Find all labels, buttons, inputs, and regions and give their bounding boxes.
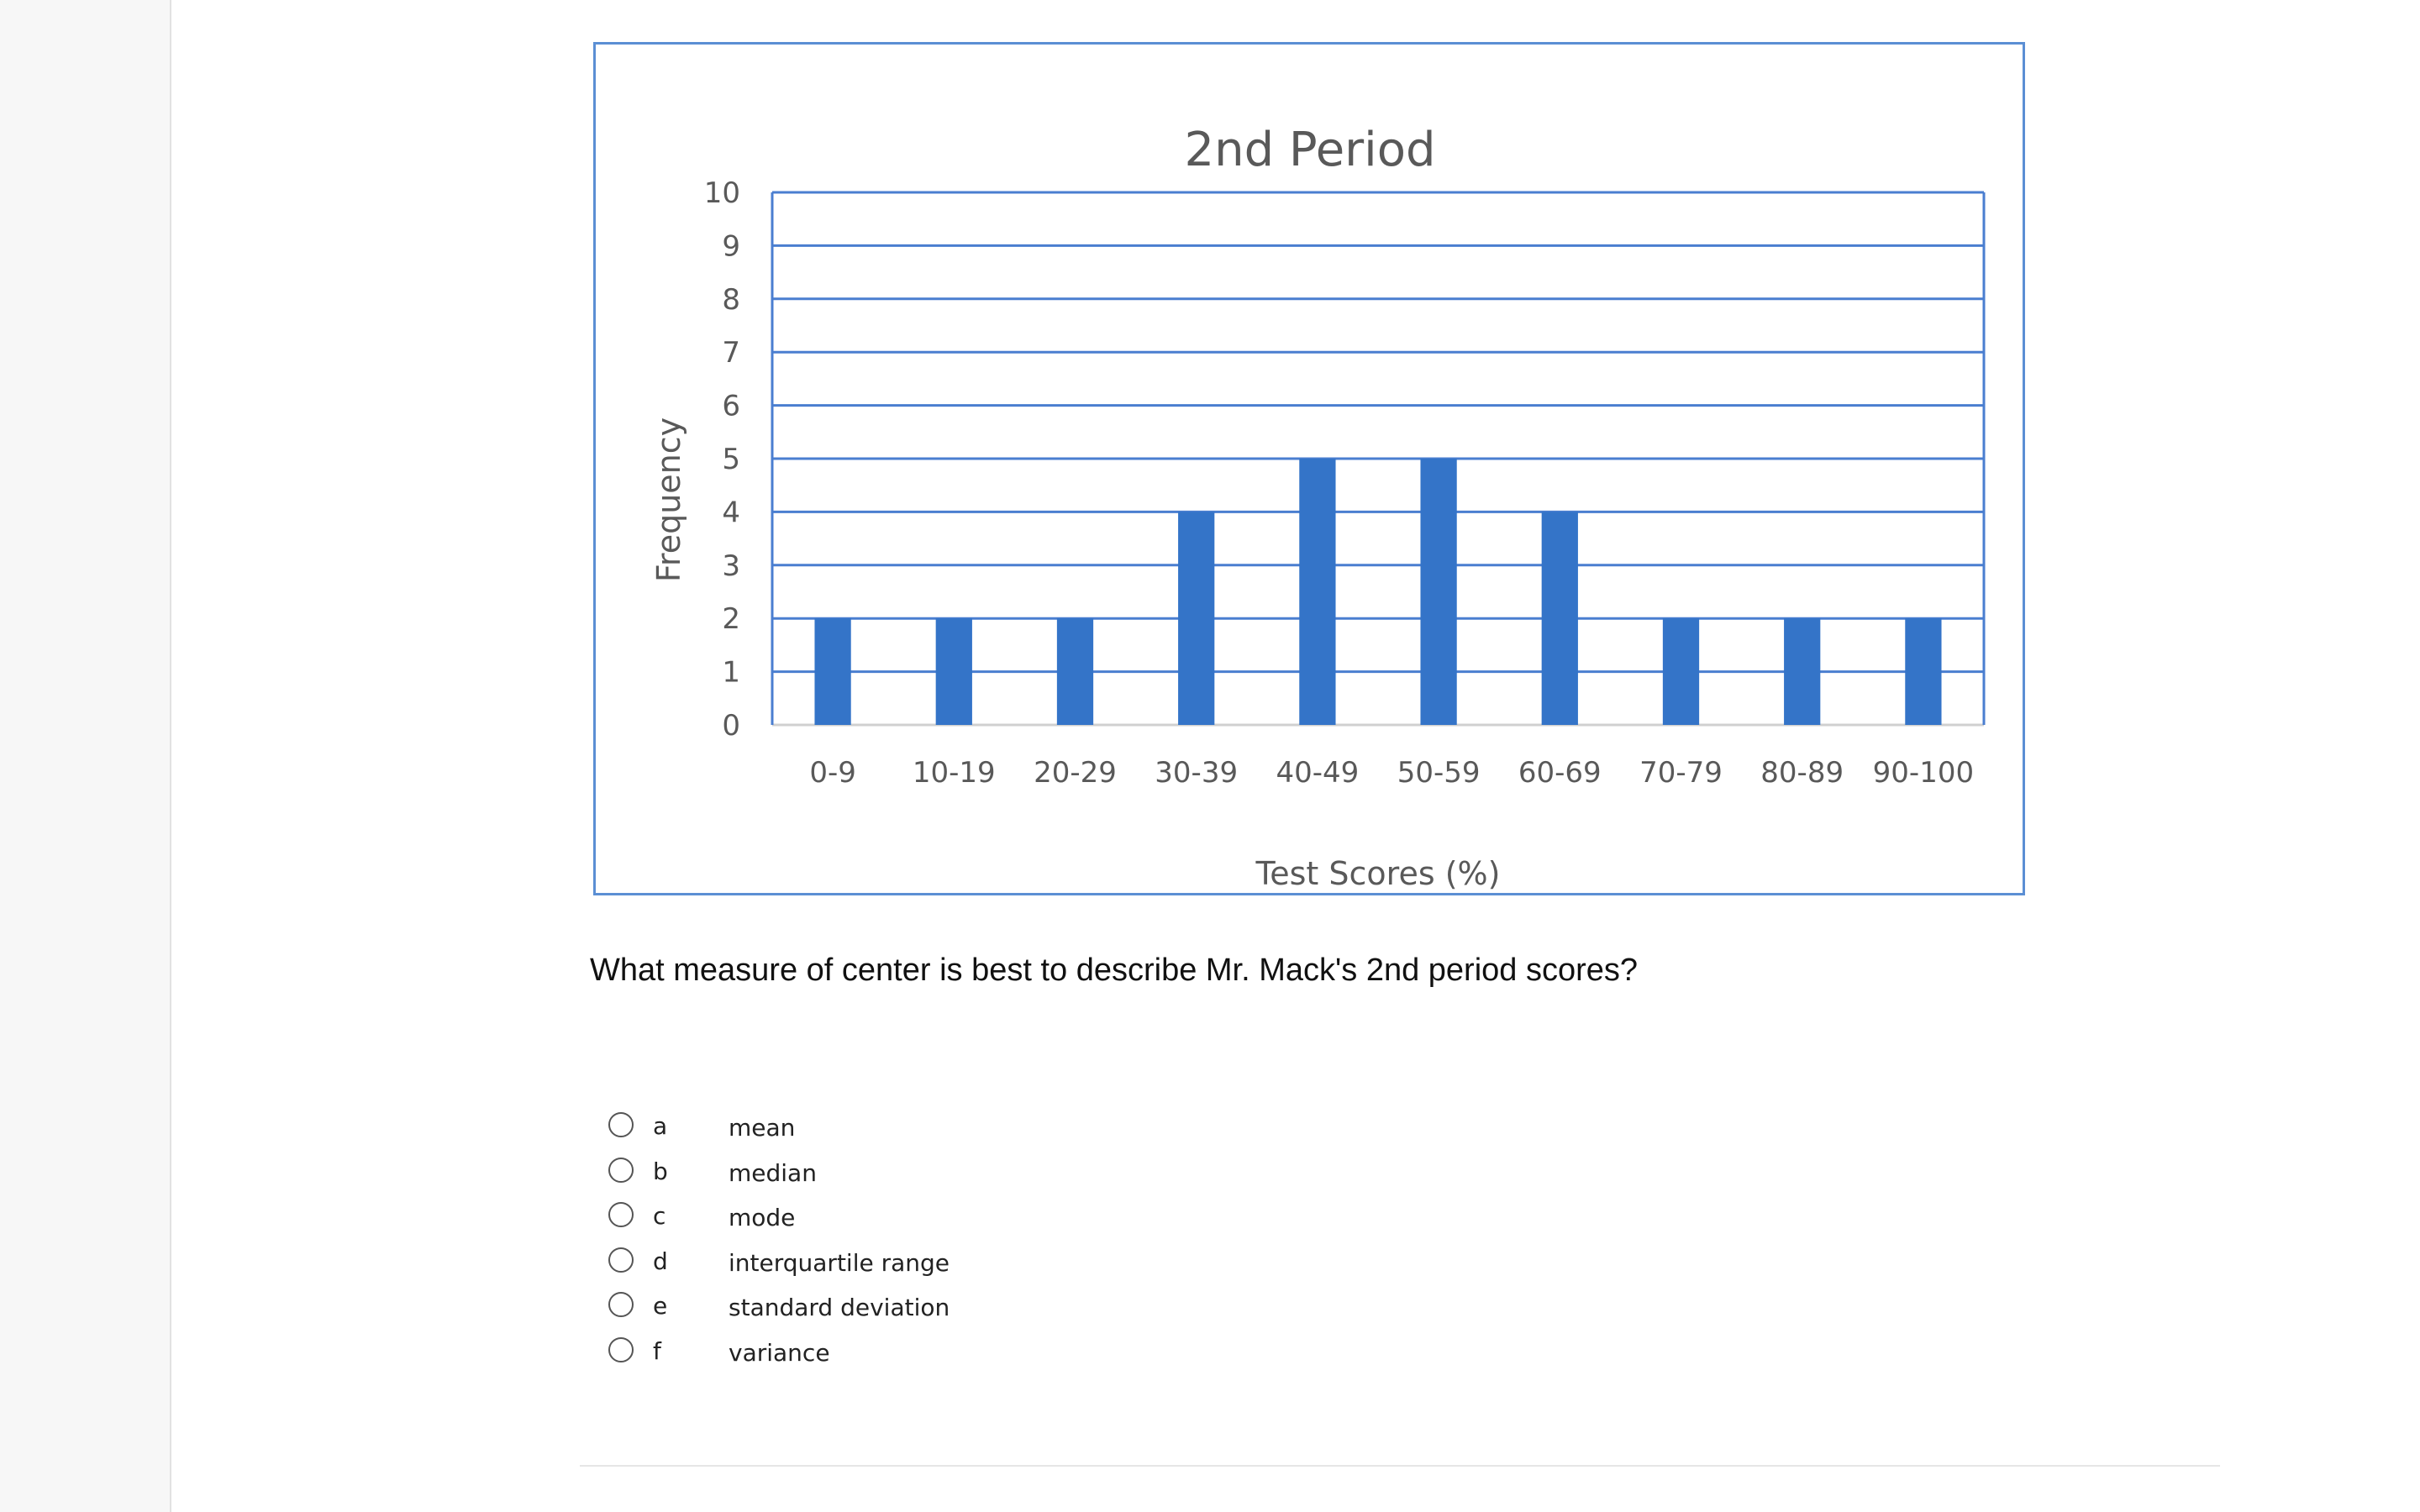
x-tick-label: 30-39 [1155,756,1238,790]
bar [1905,618,1942,725]
section-divider [580,1465,2220,1467]
x-tick-label: 90-100 [1873,756,1974,790]
x-tick-label: 40-49 [1276,756,1360,790]
bars [814,459,1942,725]
option-text: interquartile range [729,1248,950,1277]
bar [1056,618,1094,725]
option-e[interactable]: e standard deviation [608,1285,1045,1331]
histogram-chart: 2nd Period 0 1 2 3 4 5 6 7 8 9 10 0-9 10-19 20-29 30-… [593,42,2025,895]
option-f[interactable]: f variance [608,1331,1045,1376]
y-tick-label: 2 [722,602,740,636]
option-b[interactable]: b median [608,1151,1045,1196]
question-text: What measure of center is best to descri… [590,953,1639,988]
y-tick-label: 8 [722,283,740,317]
x-tick-label: 80-89 [1760,756,1844,790]
option-letter: b [653,1157,668,1185]
histogram-svg: 2nd Period 0 1 2 3 4 5 6 7 8 9 10 0-9 10-19 20-29 30-… [650,123,1986,892]
option-letter: a [653,1112,668,1140]
option-text: median [729,1158,817,1187]
bar [1420,459,1457,725]
option-d[interactable]: d interquartile range [608,1241,1045,1286]
y-tick-label: 4 [722,496,740,529]
x-tick-label: 20-29 [1034,756,1117,790]
option-c[interactable]: c mode [608,1195,1045,1241]
bar [1541,512,1578,725]
option-letter: e [653,1292,668,1320]
bar [1784,618,1821,725]
y-tick-label: 6 [722,390,740,423]
radio-button[interactable] [608,1112,634,1137]
option-letter: f [653,1336,661,1365]
y-tick-label: 0 [722,709,740,743]
y-tick-label: 3 [722,549,740,583]
option-text: mean [729,1114,796,1142]
left-sidebar [0,0,171,1512]
y-tick-label: 10 [704,176,740,210]
x-axis-label: Test Scores (%) [1255,855,1501,892]
radio-button[interactable] [608,1202,634,1228]
y-tick-labels: 0 1 2 3 4 5 6 7 8 9 10 [704,176,740,743]
y-tick-label: 9 [722,229,740,263]
radio-button[interactable] [608,1292,634,1318]
x-tick-labels: 0-9 10-19 20-29 30-39 40-49 50-59 60-69 70-79 80… [809,756,1974,790]
gridlines [771,191,1986,727]
bar [1178,512,1215,725]
y-tick-label: 7 [722,336,740,370]
option-text: mode [729,1204,796,1232]
radio-button[interactable] [608,1247,634,1273]
option-letter: c [653,1202,666,1231]
y-tick-label: 5 [722,443,740,476]
option-text: variance [729,1338,830,1367]
option-a[interactable]: a mean [608,1105,1045,1151]
answer-options: a mean b median c mode d interquartile r… [608,1105,1045,1376]
x-tick-label: 60-69 [1518,756,1602,790]
x-tick-label: 0-9 [809,756,856,790]
y-axis-label: Frequency [650,417,687,582]
bar [1662,618,1700,725]
option-letter: d [653,1247,668,1275]
radio-button[interactable] [608,1336,634,1362]
bar [935,618,972,725]
x-tick-label: 10-19 [913,756,996,790]
y-tick-label: 1 [722,656,740,690]
chart-title: 2nd Period [1184,123,1435,177]
bar [814,618,851,725]
x-tick-label: 70-79 [1639,756,1723,790]
x-tick-label: 50-59 [1397,756,1481,790]
option-text: standard deviation [729,1294,950,1322]
radio-button[interactable] [608,1157,634,1183]
bar [1299,459,1336,725]
